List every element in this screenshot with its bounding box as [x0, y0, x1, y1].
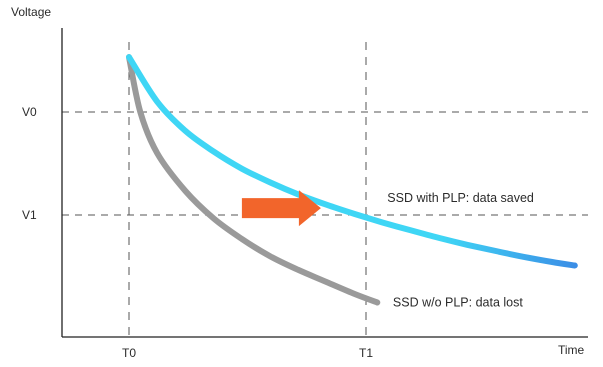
axes [61, 28, 588, 338]
annotation-without-plp: SSD w/o PLP: data lost [393, 296, 523, 310]
x-axis-title: Time [558, 343, 585, 357]
tick-labels: V0 V1 T0 T1 [22, 105, 373, 360]
series-layer [126, 54, 578, 306]
y-tick-label-v0: V0 [22, 105, 37, 119]
x-tick-label-t1: T1 [359, 346, 373, 360]
guide-lines [62, 42, 588, 337]
annotation-with-plp: SSD with PLP: data saved [387, 191, 534, 205]
arrow-layer [241, 190, 321, 227]
orange-arrow-icon [241, 190, 321, 227]
x-tick-label-t0: T0 [122, 346, 136, 360]
series-line-with-plp [126, 54, 578, 269]
y-axis-title: Voltage [11, 5, 51, 19]
annotations: SSD with PLP: data saved SSD w/o PLP: dat… [387, 191, 534, 310]
y-tick-label-v1: V1 [22, 208, 37, 222]
series-line-without-plp [126, 54, 381, 306]
